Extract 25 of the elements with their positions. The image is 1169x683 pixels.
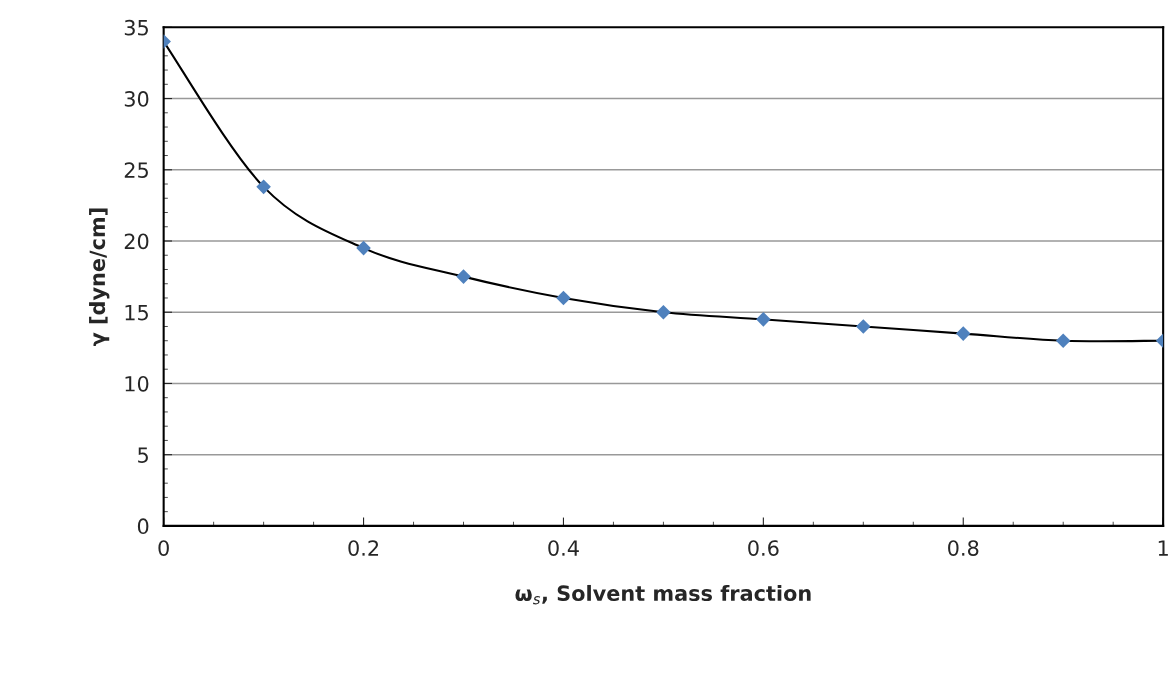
- y-tick-label: 35: [124, 19, 148, 36]
- x-tick-label: 0: [158, 540, 169, 556]
- x-tick-label: 0.6: [748, 540, 779, 556]
- point: [955, 326, 971, 341]
- y-axis-title: γ [dyne/cm]: [89, 208, 110, 347]
- point: [356, 240, 371, 256]
- x-axis-title: ω$_{s}$, Solvent mass fraction: [515, 584, 811, 605]
- x-tick-label: 0.8: [948, 540, 979, 556]
- y-tick-label: 15: [125, 304, 148, 321]
- y-tick-label: 20: [124, 233, 149, 250]
- y-tick-label: 10: [125, 375, 149, 392]
- y-tick-label: 5: [138, 447, 148, 463]
- point: [556, 290, 571, 306]
- point: [256, 179, 271, 195]
- y-tick-label: 25: [124, 162, 148, 178]
- y-tick-label: 30: [124, 91, 149, 107]
- x-tick-label: 0.2: [348, 540, 379, 556]
- point: [856, 319, 871, 334]
- point: [756, 312, 771, 327]
- x-tick-label: 0.4: [548, 540, 579, 556]
- point: [1055, 333, 1071, 348]
- point: [456, 269, 471, 284]
- x-tick-label: 1: [1158, 540, 1168, 556]
- y-tick-label: 0: [137, 518, 149, 535]
- point: [656, 304, 671, 320]
